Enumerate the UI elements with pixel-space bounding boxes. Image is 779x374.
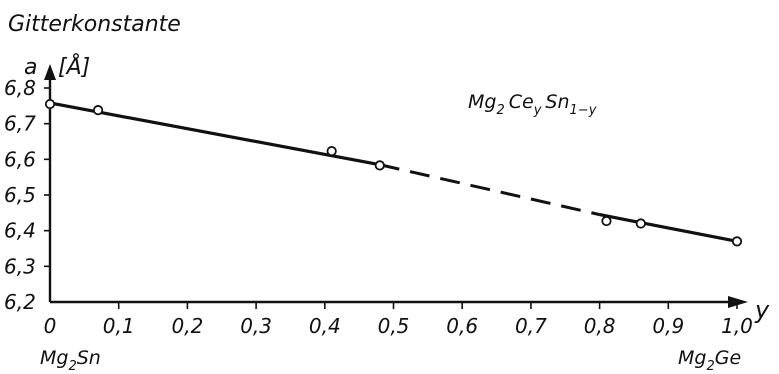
y-ticks: 6,2 6,3 6,4 6,5 6,6 6,7 6,8 bbox=[4, 76, 50, 314]
y-axis-unit: [Å] bbox=[58, 53, 90, 80]
x-tick-label: 0,6 bbox=[446, 314, 478, 338]
y-axis-title-line1: Gitterkonstante bbox=[8, 12, 181, 37]
fit-line-dashed bbox=[379, 163, 600, 217]
end-label-right: Mg2Ge bbox=[678, 347, 741, 374]
x-tick-label: 0,2 bbox=[171, 314, 203, 338]
data-points bbox=[44, 98, 743, 247]
data-point bbox=[326, 146, 337, 157]
y-tick-label: 6,5 bbox=[4, 183, 36, 207]
series-label-text: Mg2 Cey Sn1−y bbox=[468, 91, 597, 118]
x-ticks: 0 0,1 0,2 0,3 0,4 0,5 0,6 0,7 0,8 0,9 1,0 bbox=[44, 302, 753, 338]
x-tick-label: 0,8 bbox=[584, 314, 616, 338]
end-label-mg2ge: Mg2Ge bbox=[678, 347, 741, 374]
y-tick-label: 6,8 bbox=[4, 76, 36, 100]
data-point bbox=[635, 218, 646, 229]
y-axis-title: Gitterkonstante a [Å] bbox=[8, 12, 181, 80]
x-tick-label: 0,4 bbox=[309, 314, 341, 338]
x-tick-label: 0,3 bbox=[240, 314, 272, 338]
x-tick-label: 0,1 bbox=[103, 314, 135, 338]
y-tick-label: 6,3 bbox=[4, 254, 36, 278]
x-tick-label: 0 bbox=[44, 314, 57, 338]
x-tick-label: 0,5 bbox=[378, 314, 410, 338]
x-axis-title: y bbox=[754, 296, 770, 324]
x-tick-label: 0,9 bbox=[652, 314, 684, 338]
x-tick-label: 0,7 bbox=[515, 314, 547, 338]
data-point bbox=[601, 215, 612, 227]
data-point bbox=[731, 236, 743, 247]
data-point bbox=[374, 160, 385, 171]
y-axis-arrow bbox=[44, 64, 56, 80]
x-axis-arrow bbox=[728, 296, 748, 308]
data-point bbox=[92, 105, 104, 116]
y-tick-label: 6,6 bbox=[4, 147, 36, 171]
end-label-mg2sn: Mg2Sn bbox=[40, 347, 101, 374]
data-point bbox=[44, 98, 56, 110]
fit-lines bbox=[49, 101, 738, 243]
y-axis-symbol: a bbox=[24, 55, 37, 80]
y-tick-label: 6,2 bbox=[4, 290, 36, 314]
fit-line-solid bbox=[599, 213, 738, 243]
y-tick-label: 6,7 bbox=[4, 112, 36, 136]
x-tick-label: 1,0 bbox=[721, 314, 753, 338]
end-label-left: Mg2Sn bbox=[40, 347, 101, 374]
series-label: Mg2 Cey Sn1−y bbox=[468, 91, 597, 118]
y-tick-label: 6,4 bbox=[4, 219, 36, 243]
fit-line-solid bbox=[49, 101, 381, 167]
